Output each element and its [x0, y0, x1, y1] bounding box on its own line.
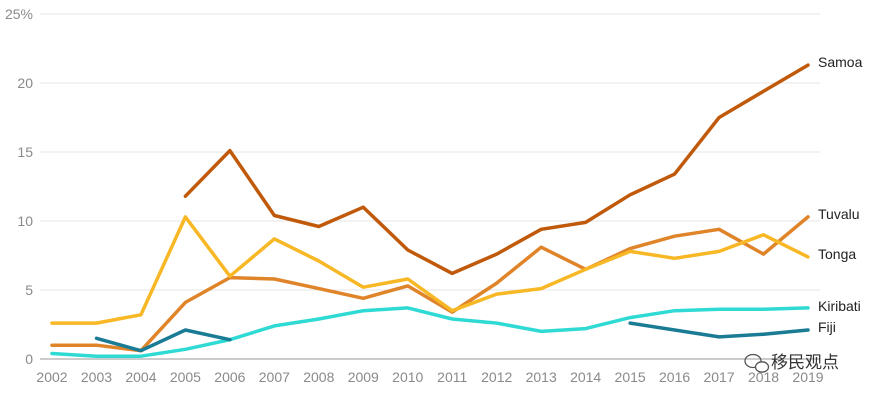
series-line-fiji — [628, 321, 810, 339]
x-tick-label: 2004 — [125, 369, 156, 385]
x-tick-label: 2011 — [437, 369, 467, 385]
series-line-fiji — [94, 328, 232, 353]
wechat-icon — [744, 353, 770, 373]
x-tick-label: 2005 — [170, 369, 201, 385]
series-labels: Samoa Tuvalu Tonga Kiribati Fiji — [818, 54, 863, 335]
x-tick-label: 2008 — [303, 369, 334, 385]
series-lines — [50, 63, 810, 358]
x-tick-label: 2018 — [748, 369, 779, 385]
y-tick-label: 5 — [25, 282, 33, 298]
y-tick-label: 25% — [5, 6, 33, 22]
x-tick-label: 2014 — [570, 369, 601, 385]
x-axis-ticks: 2002 2003 2004 2005 2006 2007 2008 2009 2010 2011… — [36, 369, 823, 385]
x-tick-label: 2012 — [481, 369, 512, 385]
x-tick-label: 2006 — [214, 369, 245, 385]
x-tick-label: 2019 — [792, 369, 823, 385]
x-tick-label: 2010 — [392, 369, 423, 385]
series-label-tuvalu: Tuvalu — [818, 206, 860, 222]
gridlines — [40, 13, 820, 360]
series-line-kiribati — [50, 306, 810, 358]
series-label-fiji: Fiji — [818, 319, 836, 335]
x-tick-label: 2016 — [659, 369, 690, 385]
series-line-tuvalu — [50, 215, 810, 353]
series-label-tonga: Tonga — [818, 246, 856, 262]
y-axis-ticks: 0 5 10 15 20 25% — [5, 6, 33, 367]
x-tick-label: 2009 — [348, 369, 379, 385]
series-label-samoa: Samoa — [818, 54, 863, 70]
series-line-samoa — [183, 63, 810, 276]
x-tick-label: 2017 — [703, 369, 734, 385]
y-tick-label: 15 — [17, 144, 33, 160]
watermark-text: 移民观点 — [771, 353, 839, 373]
series-line-tonga — [50, 215, 810, 325]
watermark: 移民观点 — [744, 353, 839, 373]
series-label-kiribati: Kiribati — [818, 298, 861, 314]
x-tick-label: 2007 — [259, 369, 290, 385]
y-tick-label: 20 — [17, 75, 33, 91]
y-tick-label: 0 — [25, 351, 33, 367]
x-tick-label: 2013 — [526, 369, 557, 385]
x-tick-label: 2002 — [36, 369, 67, 385]
y-tick-label: 10 — [17, 213, 33, 229]
x-tick-label: 2003 — [81, 369, 112, 385]
x-tick-label: 2015 — [615, 369, 646, 385]
